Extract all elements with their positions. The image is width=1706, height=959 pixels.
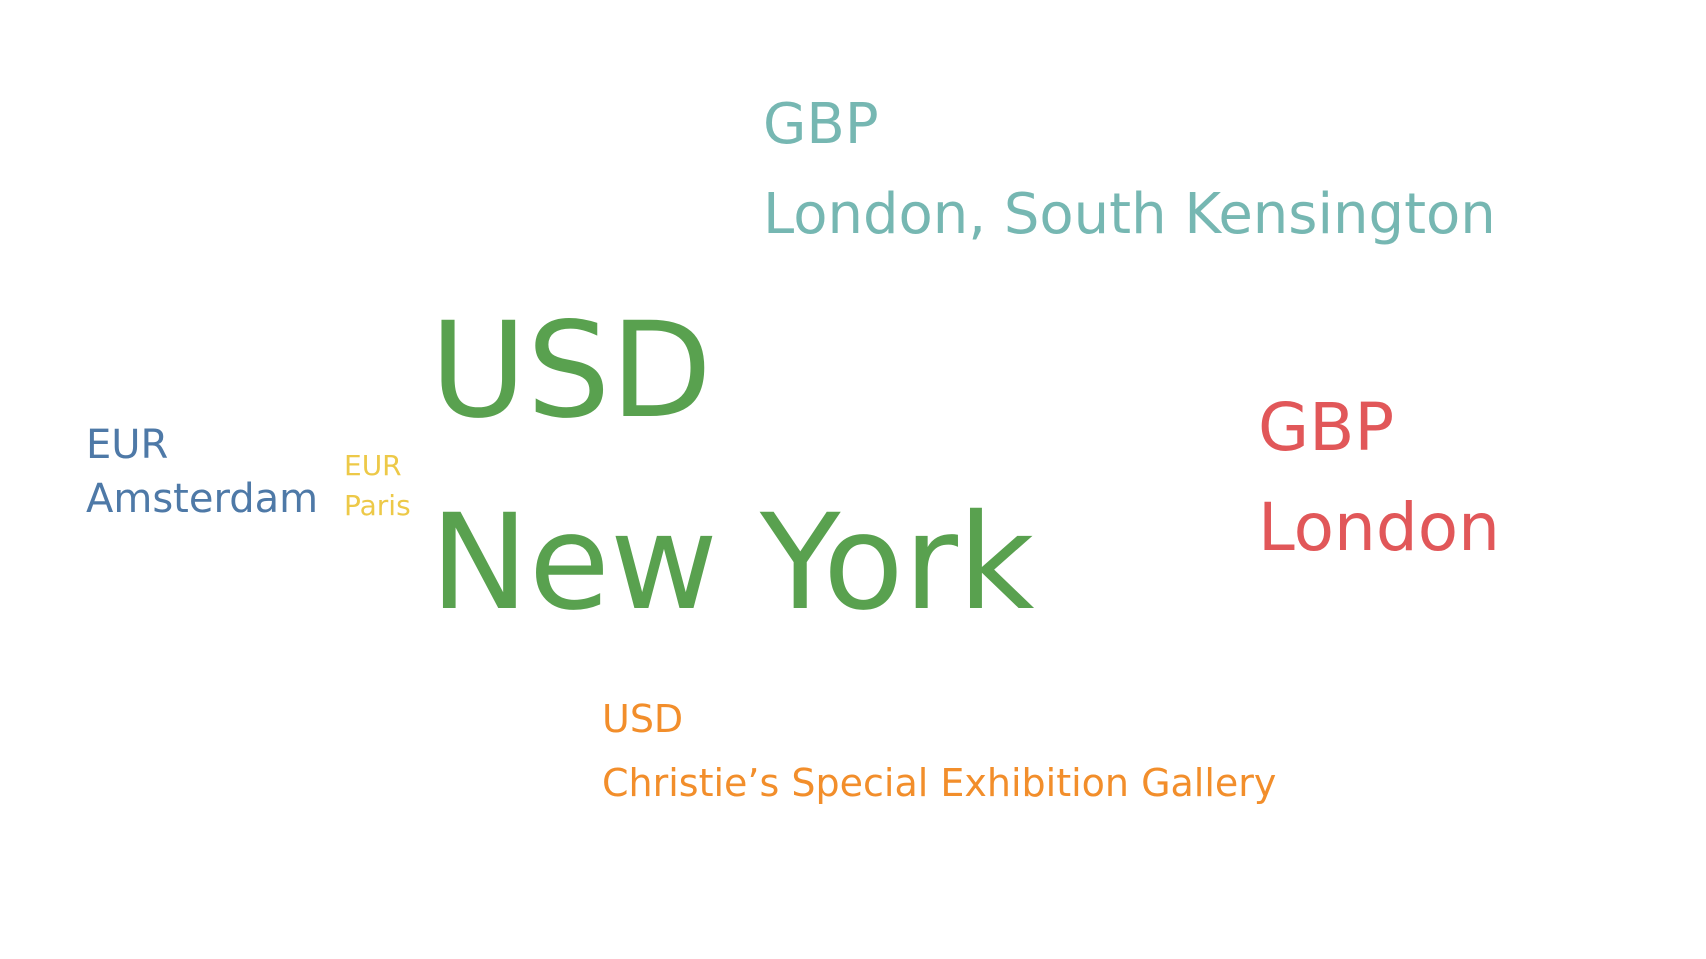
word-currency: USD xyxy=(602,697,684,741)
word-currency: EUR xyxy=(344,449,402,482)
word-location: London, South Kensington xyxy=(763,182,1496,247)
word-currency: GBP xyxy=(763,92,879,157)
word-currency: GBP xyxy=(1258,389,1395,466)
word-gbp-london[interactable]: GBP London xyxy=(1258,395,1500,561)
word-currency: USD xyxy=(430,294,713,448)
word-location: London xyxy=(1258,489,1500,566)
word-usd-christies-special-exhibition-gallery[interactable]: USD Christie’s Special Exhibition Galler… xyxy=(602,700,1276,802)
word-gbp-london-south-kensington[interactable]: GBP London, South Kensington xyxy=(763,97,1496,243)
word-currency: EUR xyxy=(86,422,169,468)
word-location: Paris xyxy=(344,489,411,522)
word-location: Christie’s Special Exhibition Gallery xyxy=(602,761,1277,805)
word-location: New York xyxy=(430,486,1035,640)
word-eur-amsterdam[interactable]: EUR Amsterdam xyxy=(86,425,318,519)
word-location: Amsterdam xyxy=(86,476,319,522)
word-usd-new-york[interactable]: USD New York xyxy=(430,305,1034,629)
word-eur-paris[interactable]: EUR Paris xyxy=(344,452,411,520)
